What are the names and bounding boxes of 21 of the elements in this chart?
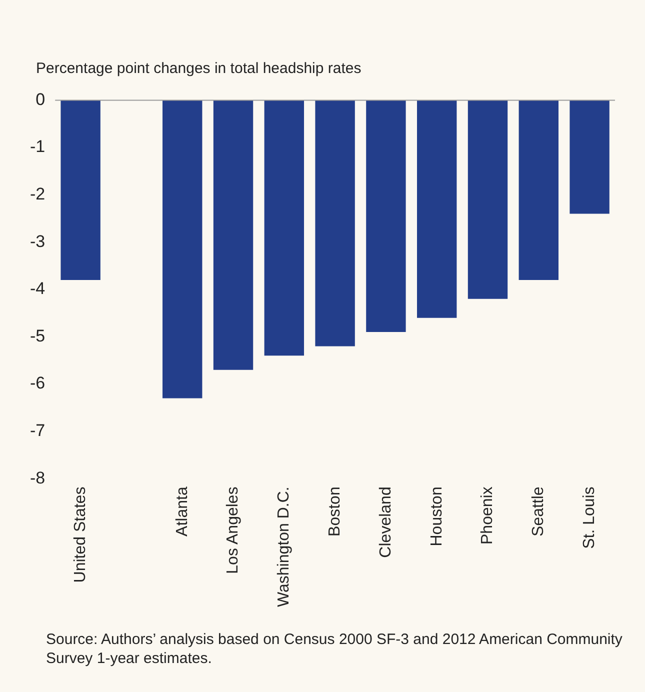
x-tick-label: Cleveland [377, 486, 394, 558]
y-tick-label: -5 [30, 326, 46, 346]
x-tick-label: Washington D.C. [276, 486, 293, 607]
source-note: Source: Authors’ analysis based on Census 2000 SF-3 and 2012 American Community Survey 1-year estimates. [46, 630, 624, 668]
x-tick-label: Seattle [530, 486, 548, 536]
y-tick-label: -4 [30, 279, 46, 298]
y-axis-title: Percentage point changes in total headship rates [36, 60, 362, 77]
x-tick-label: Los Angeles [224, 486, 242, 574]
y-tick-label: -6 [30, 374, 46, 393]
x-tick-label: St. Louis [580, 486, 598, 549]
x-tick-label: Houston [428, 486, 446, 546]
y-tick-label: 0 [36, 90, 46, 109]
x-tick-label: United States [72, 486, 89, 583]
y-tick-label: -8 [30, 468, 46, 488]
x-tick-label: Atlanta [174, 486, 191, 536]
y-tick-label: -1 [30, 137, 46, 156]
y-tick-label: -3 [30, 232, 46, 251]
y-tick-label: -7 [30, 421, 46, 440]
x-tick-label: Boston [326, 486, 344, 536]
x-tick-label: Phoenix [479, 486, 496, 544]
y-tick-label: -2 [30, 184, 46, 204]
